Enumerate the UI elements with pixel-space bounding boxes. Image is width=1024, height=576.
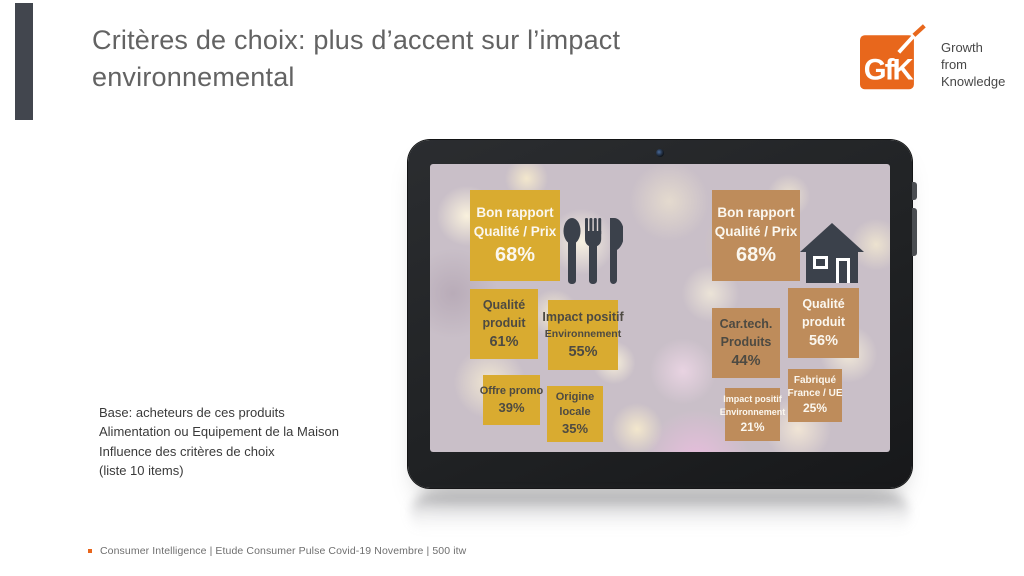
stat-label: Qualité xyxy=(802,296,845,311)
stat-box-alimentation-origine-locale: Origine locale 35% xyxy=(547,386,603,442)
stat-value: 39% xyxy=(498,399,525,415)
base-note-line: (liste 10 items) xyxy=(99,462,184,478)
footer: Consumer Intelligence | Etude Consumer P… xyxy=(88,545,466,557)
base-note-line: Base: acheteurs de ces produits xyxy=(99,405,285,420)
footer-text: Consumer Intelligence | Etude Consumer P… xyxy=(100,545,467,557)
stat-label: Offre promo xyxy=(479,384,544,397)
left-accent-bar xyxy=(15,3,33,120)
base-note-line: Influence des critères de choix xyxy=(99,443,275,459)
stat-label: Produits xyxy=(720,334,772,349)
stat-label: Environnement xyxy=(544,327,622,340)
stat-label: Qualité / Prix xyxy=(473,224,557,239)
stat-value: 44% xyxy=(731,352,761,369)
stat-value: 68% xyxy=(494,244,536,266)
stat-box-alimentation-qualite-produit: Qualité produit 61% xyxy=(470,289,538,359)
footer-bullet-icon xyxy=(88,549,92,553)
house-icon xyxy=(800,223,864,283)
stat-value: 56% xyxy=(808,332,839,349)
tablet-mockup: Bon rapport Qualité / Prix 68% xyxy=(408,140,917,488)
stat-box-maison-impact-environnement: Impact positif Environnement 21% xyxy=(720,388,785,441)
stat-label: Bon rapport xyxy=(476,205,554,220)
stat-value: 61% xyxy=(489,333,519,350)
tagline-line: from xyxy=(941,57,967,72)
gfk-tagline: Growth from Knowledge xyxy=(941,24,1005,90)
stat-label: produit xyxy=(482,315,526,330)
stat-label: France / UE xyxy=(787,388,843,399)
stat-box-maison-cartech-produits: Car.tech. Produits 44% xyxy=(712,308,780,378)
stat-value: 35% xyxy=(561,421,589,436)
stat-label: locale xyxy=(559,406,591,418)
stat-value: 68% xyxy=(735,244,777,266)
tagline-line: Growth xyxy=(941,40,983,55)
stat-label: Fabriqué xyxy=(793,375,837,386)
tablet-camera xyxy=(656,149,664,157)
tablet-volume-button xyxy=(912,208,917,256)
stat-box-maison-fabrique-france-ue: Fabriqué France / UE 25% xyxy=(787,369,843,422)
stat-label: Environnement xyxy=(719,407,786,417)
stat-label: Qualité xyxy=(482,297,526,312)
tablet-screen: Bon rapport Qualité / Prix 68% xyxy=(430,164,890,452)
stat-label: Origine xyxy=(555,391,595,403)
stat-label: Qualité / Prix xyxy=(714,224,798,239)
stat-box-alimentation-impact-environnement: Impact positif Environnement 55% xyxy=(542,300,624,370)
page-title: Critères de choix: plus d’accent sur l’i… xyxy=(92,25,621,92)
base-note: Base: acheteurs de ces produits Alimenta… xyxy=(99,403,339,480)
stat-label: Car.tech. xyxy=(719,316,773,331)
tablet-power-button xyxy=(912,182,917,200)
tablet-reflection xyxy=(410,493,910,535)
gfk-logo: GfK Growth from Knowledge xyxy=(860,24,1005,92)
cutlery-icon xyxy=(563,218,623,284)
stat-label: Impact positif xyxy=(542,309,624,324)
stat-label: Bon rapport xyxy=(717,205,795,220)
stat-box-alimentation-offre-promo: Offre promo 39% xyxy=(480,375,543,425)
stat-box-alimentation-qualite-prix: Bon rapport Qualité / Prix 68% xyxy=(470,190,560,281)
stat-value: 55% xyxy=(568,343,598,360)
stat-box-maison-qualite-produit: Qualité produit 56% xyxy=(788,288,859,358)
gfk-monogram: GfK xyxy=(864,54,914,87)
stat-label: Impact positif xyxy=(723,394,782,404)
stat-value: 21% xyxy=(740,420,765,434)
stat-box-maison-qualite-prix: Bon rapport Qualité / Prix 68% xyxy=(712,190,800,281)
stat-value: 25% xyxy=(802,401,828,415)
tagline-line: Knowledge xyxy=(941,74,1006,89)
base-note-line: Alimentation ou Equipement de la Maison xyxy=(99,424,339,440)
gfk-logo-icon: GfK xyxy=(860,24,926,90)
stat-label: produit xyxy=(801,314,846,329)
